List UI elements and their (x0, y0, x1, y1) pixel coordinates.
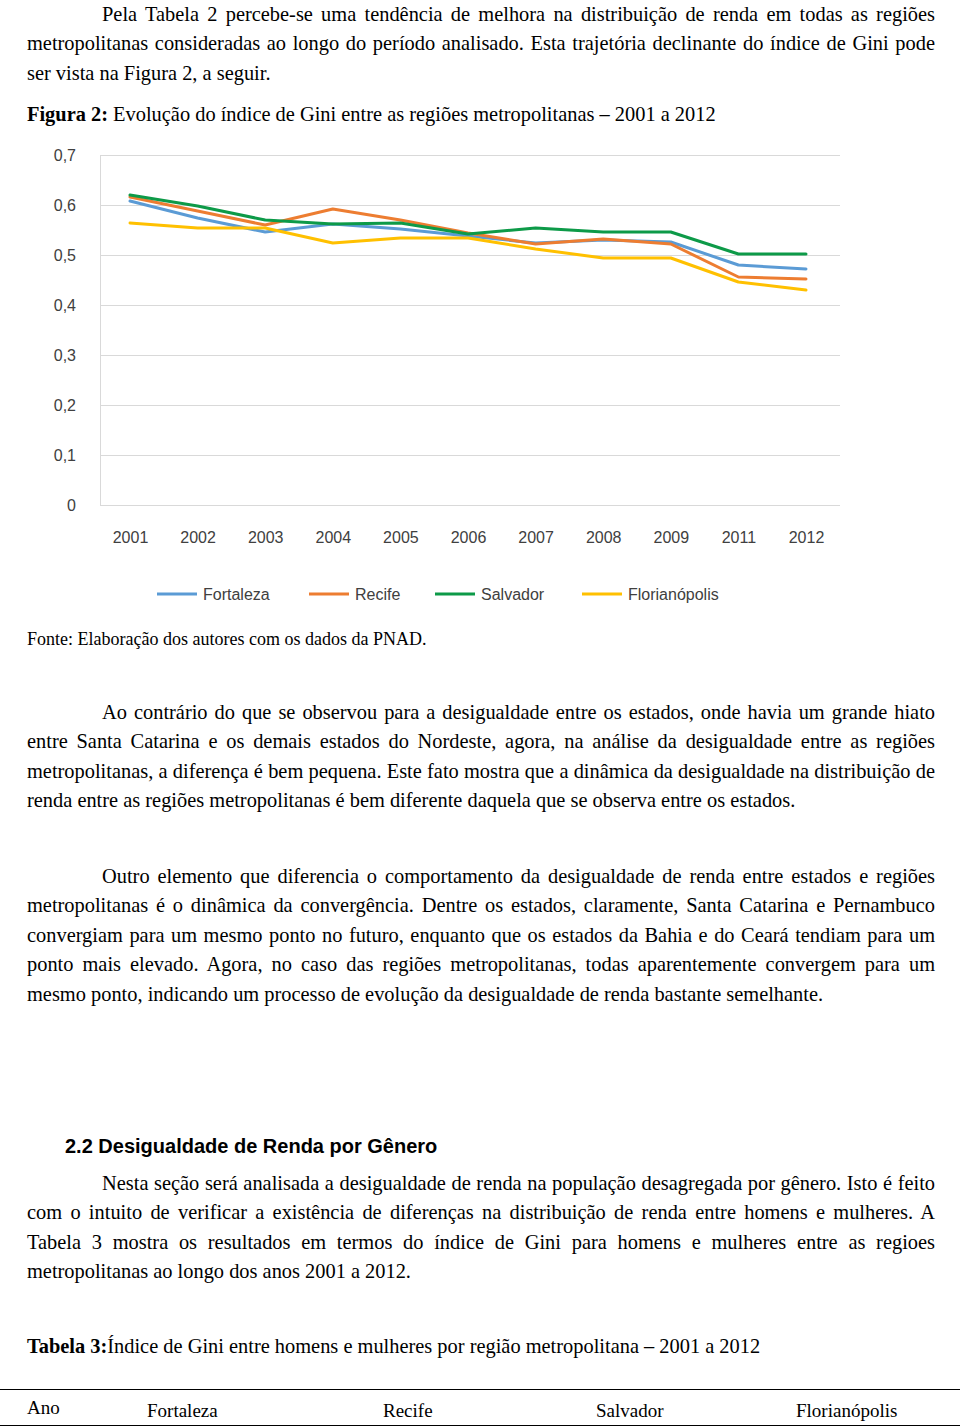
grid-line (100, 355, 840, 356)
x-tick: 2009 (654, 505, 690, 546)
table-header: Florianópolis (796, 1400, 897, 1422)
x-tick: 2008 (586, 505, 622, 546)
legend-swatch (435, 593, 475, 596)
legend: Fortaleza Recife Salvador Florianópolis (157, 586, 719, 603)
x-tick: 2001 (113, 505, 149, 546)
section-heading: 2.2 Desigualdade de Renda por Gênero (65, 1135, 437, 1158)
x-tick: 2006 (451, 505, 487, 546)
x-tick: 2003 (248, 505, 284, 546)
table-caption: Tabela 3:Índice de Gini entre homens e m… (27, 1332, 935, 1361)
x-tick: 2005 (383, 505, 419, 546)
grid-line (100, 505, 840, 506)
caption-label: Figura 2: (27, 103, 108, 125)
y-tick-label: 0,2 (54, 397, 76, 414)
figure-source: Fonte: Elaboração dos autores com os dad… (27, 629, 426, 650)
legend-label: Salvador (481, 586, 545, 603)
legend-label: Florianópolis (628, 586, 719, 603)
y-tick-label: 0 (67, 497, 76, 514)
y-axis: 0 0,1 0,2 0,3 0,4 0,5 0,6 0,7 (54, 147, 840, 514)
legend-label: Recife (355, 586, 400, 603)
legend-label: Fortaleza (203, 586, 270, 603)
paragraph: Outro elemento que diferencia o comporta… (27, 862, 935, 1009)
x-tick-label: 2002 (180, 529, 216, 546)
y-tick-label: 0,7 (54, 147, 76, 164)
grid-line (100, 205, 840, 206)
caption-text: Evolução do índice de Gini entre as regi… (113, 103, 716, 125)
x-tick-label: 2007 (518, 529, 554, 546)
x-tick: 2007 (518, 505, 554, 546)
table-header: Salvador (596, 1400, 664, 1422)
series-line (130, 223, 806, 290)
paragraph: Nesta seção será analisada a desigualdad… (27, 1169, 935, 1287)
legend-swatch (582, 593, 622, 596)
grid-line (100, 305, 840, 306)
y-tick-label: 0,3 (54, 347, 76, 364)
x-tick: 2004 (316, 505, 352, 546)
table-header: Recife (383, 1400, 433, 1422)
y-tick: 0,1 (54, 447, 840, 464)
y-tick: 0,7 (54, 147, 840, 164)
plot-area (130, 195, 806, 290)
y-tick: 0,3 (54, 347, 840, 364)
legend-swatch (309, 593, 349, 596)
caption-label: Tabela 3: (27, 1335, 107, 1357)
x-tick-label: 2009 (654, 529, 690, 546)
x-axis: 2001 2002 2003 2004 2005 2006 2007 2008 2009 2011… (113, 505, 825, 546)
y-tick: 0,2 (54, 397, 840, 414)
table-header: Ano (27, 1397, 60, 1419)
grid-line (100, 405, 840, 406)
x-tick: 2012 (789, 505, 825, 546)
x-tick-label: 2011 (722, 529, 757, 546)
grid-line (100, 255, 840, 256)
x-axis-line (131, 505, 807, 506)
paragraph: Pela Tabela 2 percebe-se uma tendência d… (27, 0, 935, 88)
chart: 00,10,20,30,40,50,60,7200120022003200420… (0, 130, 960, 630)
x-tick-label: 2001 (113, 529, 149, 546)
x-tick-label: 2012 (789, 529, 825, 546)
y-tick-label: 0,1 (54, 447, 76, 464)
grid-line (100, 455, 840, 456)
x-tick-label: 2008 (586, 529, 622, 546)
x-tick-label: 2003 (248, 529, 284, 546)
grid-line (100, 155, 840, 156)
table-rule (0, 1425, 960, 1426)
y-tick-label: 0,6 (54, 197, 76, 214)
x-tick: 2002 (180, 505, 216, 546)
y-tick-label: 0,4 (54, 297, 76, 314)
series-line (130, 195, 806, 254)
y-tick: 0,4 (54, 297, 840, 314)
table-header: Fortaleza (147, 1400, 218, 1422)
y-axis-line (100, 156, 101, 506)
x-tick-label: 2006 (451, 529, 487, 546)
x-tick-label: 2004 (316, 529, 352, 546)
x-tick-label: 2005 (383, 529, 419, 546)
legend-swatch (157, 593, 197, 596)
table-rule (0, 1389, 960, 1390)
y-tick-label: 0,5 (54, 247, 76, 264)
caption-text: Índice de Gini entre homens e mulheres p… (107, 1335, 760, 1357)
x-tick: 2011 (722, 505, 757, 546)
y-tick: 0 (67, 497, 840, 514)
paragraph: Ao contrário do que se observou para a d… (27, 698, 935, 816)
figure-caption: Figura 2: Evolução do índice de Gini ent… (27, 103, 716, 126)
